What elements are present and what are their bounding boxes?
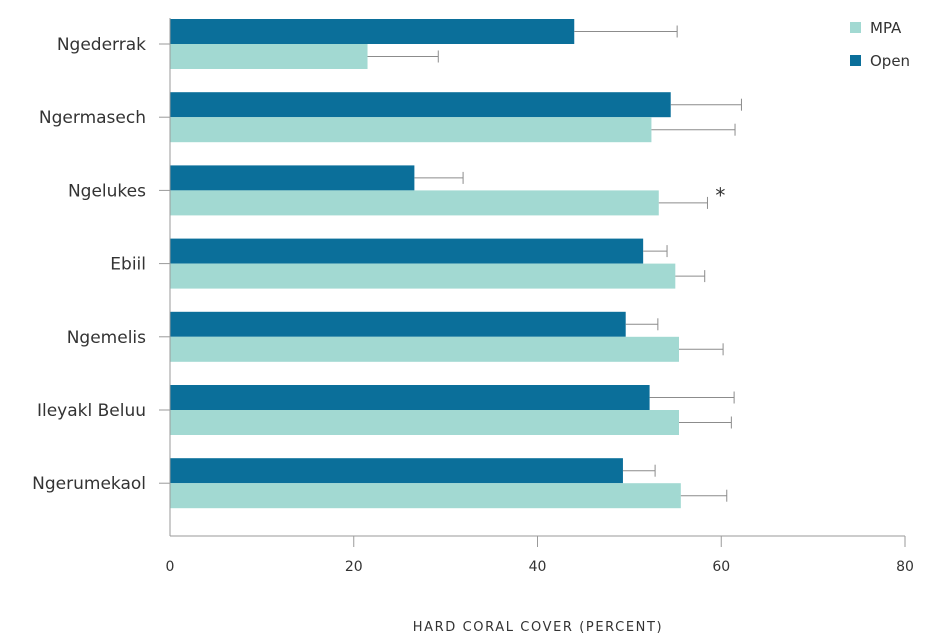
x-axis: 0 20 40 60 80 [166, 535, 914, 575]
legend-swatch-open [850, 55, 861, 66]
x-tick-label-3: 60 [712, 559, 730, 575]
category-label-ngermasech: Ngermasech [39, 108, 146, 128]
annotations-layer: * [715, 183, 725, 207]
bar-open-ngerumekaol [170, 458, 623, 484]
bar-open-ngelukes [170, 165, 415, 191]
x-tick-label-1: 20 [345, 559, 363, 575]
bars-layer [170, 19, 681, 509]
error-bars-layer [367, 25, 742, 502]
category-label-ngederrak: Ngederrak [57, 35, 146, 55]
bar-mpa-ileyakl-beluu [170, 410, 679, 435]
x-tick-label-2: 40 [529, 559, 547, 575]
legend: MPA Open [850, 19, 910, 70]
x-axis-title: HARD CORAL COVER (PERCENT) [413, 620, 663, 635]
category-label-ileyakl-beluu: Ileyakl Beluu [37, 401, 146, 421]
y-axis [159, 18, 171, 536]
category-label-ebiil: Ebiil [110, 255, 146, 275]
x-tick-label-0: 0 [166, 559, 175, 575]
bar-open-ngemelis [170, 311, 626, 337]
legend-label-mpa: MPA [870, 19, 902, 37]
bar-mpa-ebiil [170, 263, 676, 289]
bar-open-ileyakl-beluu [170, 385, 650, 410]
bar-open-ebiil [170, 238, 644, 264]
legend-label-open: Open [870, 52, 910, 70]
category-label-ngerumekaol: Ngerumekaol [32, 474, 146, 494]
bar-mpa-ngemelis [170, 336, 679, 362]
category-labels: Ngederrak Ngermasech Ngelukes Ebiil Ngemelis… [32, 35, 146, 494]
x-tick-label-4: 80 [896, 559, 914, 575]
bar-mpa-ngelukes [170, 190, 659, 216]
bar-open-ngermasech [170, 92, 671, 118]
bar-open-ngederrak [170, 19, 575, 44]
annotation-0: * [715, 183, 725, 207]
bar-mpa-ngederrak [170, 44, 368, 69]
category-label-ngemelis: Ngemelis [67, 328, 146, 348]
bar-mpa-ngerumekaol [170, 483, 681, 509]
legend-swatch-mpa [850, 22, 861, 33]
category-label-ngelukes: Ngelukes [68, 181, 146, 201]
bar-mpa-ngermasech [170, 117, 652, 143]
